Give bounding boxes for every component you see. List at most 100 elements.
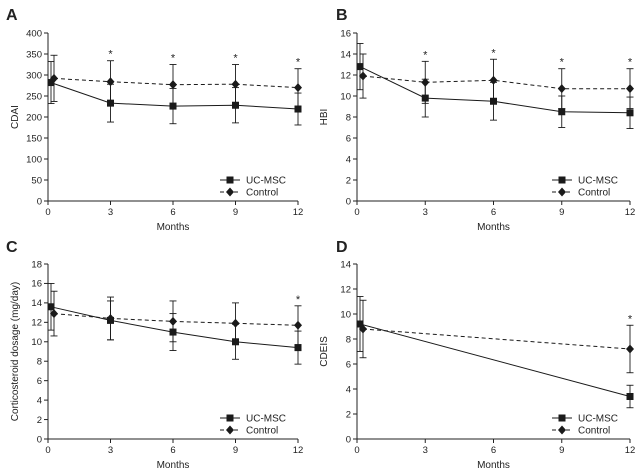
data-point-diamond: [169, 316, 177, 326]
legend-label: UC-MSC: [578, 414, 618, 425]
y-tick-label: 0: [37, 434, 42, 445]
y-tick-label: 0: [346, 196, 351, 207]
data-point-diamond: [359, 324, 367, 334]
data-point-diamond: [489, 75, 498, 85]
legend-label: UC-MSC: [246, 414, 286, 425]
panel-a: A 0 50 100 150 200 250 300 350 400 0 3 6 9 12 Months CDA…: [6, 7, 303, 233]
data-point-diamond: [359, 71, 367, 81]
significance-star: *: [628, 313, 633, 325]
legend-label: Control: [246, 188, 278, 199]
y-tick-label: 12: [340, 70, 351, 81]
data-point-square: [294, 344, 302, 352]
y-tick-label: 10: [340, 309, 351, 320]
series-line-control: [362, 328, 631, 350]
y-tick-label: 12: [31, 318, 42, 329]
y-tick-label: 300: [26, 70, 42, 81]
data-point-diamond: [626, 344, 634, 354]
y-tick-label: 2: [346, 409, 351, 420]
y-tick-label: 150: [26, 133, 42, 144]
panel-d: D 0 2 4 6 8 10 12 14 0 3 6 9 12 Months CDEIS * UC-MSCCont…: [319, 239, 635, 471]
x-axis-label: Months: [157, 460, 190, 471]
y-tick-label: 400: [26, 28, 42, 39]
y-tick-label: 12: [340, 284, 351, 295]
y-tick-label: 6: [346, 359, 351, 370]
legend-marker-diamond: [558, 187, 566, 197]
y-tick-label: 6: [37, 376, 42, 387]
y-tick-label: 8: [346, 334, 351, 345]
legend-marker-square: [558, 414, 566, 422]
x-tick-label: 9: [233, 445, 238, 456]
y-tick-label: 8: [346, 112, 351, 123]
y-tick-label: 10: [31, 337, 42, 348]
y-tick-label: 16: [31, 279, 42, 290]
data-point-diamond: [626, 84, 634, 94]
significance-star: *: [296, 57, 301, 69]
panel-letter: B: [336, 7, 348, 24]
x-tick-label: 0: [354, 445, 359, 456]
y-tick-label: 350: [26, 49, 42, 60]
y-axis-label: Corticosteroid dosage (mg/day): [10, 282, 21, 422]
x-axis-label: Months: [157, 222, 190, 233]
x-tick-label: 12: [625, 445, 636, 456]
x-tick-label: 3: [108, 445, 113, 456]
y-tick-label: 2: [37, 415, 42, 426]
data-point-diamond: [231, 79, 240, 89]
legend-marker-diamond: [226, 187, 234, 197]
legend-label: Control: [578, 426, 610, 437]
panel-b: B 0 2 4 6 8 10 12 14 16 0 3 6 9 12 Months HBI * * * * UC-MSCC…: [319, 7, 635, 233]
legend-label: Control: [578, 188, 610, 199]
x-tick-label: 3: [423, 445, 428, 456]
x-tick-label: 0: [354, 207, 359, 218]
data-point-diamond: [231, 318, 240, 328]
significance-star: *: [296, 294, 301, 306]
x-tick-label: 9: [559, 207, 564, 218]
data-point-diamond: [50, 73, 58, 83]
y-tick-label: 4: [346, 384, 351, 395]
legend-marker-square: [558, 176, 566, 184]
x-tick-label: 9: [559, 445, 564, 456]
data-point-square: [47, 79, 55, 87]
x-tick-label: 3: [423, 207, 428, 218]
data-point-diamond: [294, 320, 302, 330]
y-tick-label: 14: [31, 298, 42, 309]
panel-letter: D: [336, 239, 348, 256]
data-point-square: [558, 108, 566, 116]
data-point-square: [356, 320, 364, 328]
y-tick-label: 0: [37, 196, 42, 207]
data-point-square: [232, 101, 239, 109]
legend-marker-diamond: [558, 425, 566, 435]
series-line-control: [53, 77, 299, 89]
y-tick-label: 250: [26, 91, 42, 102]
series-line-uc-msc: [359, 66, 631, 114]
x-tick-label: 12: [293, 445, 304, 456]
data-point-square: [356, 63, 364, 71]
x-tick-label: 6: [491, 207, 496, 218]
x-axis-label: Months: [477, 222, 510, 233]
panel-letter: C: [6, 239, 18, 256]
legend-label: UC-MSC: [246, 176, 286, 187]
significance-star: *: [233, 53, 238, 65]
y-tick-label: 200: [26, 112, 42, 123]
significance-star: *: [171, 53, 176, 65]
x-axis-label: Months: [477, 460, 510, 471]
x-tick-label: 6: [170, 445, 175, 456]
y-axis-label: CDAI: [10, 105, 21, 129]
significance-star: *: [628, 57, 633, 69]
legend-label: UC-MSC: [578, 176, 618, 187]
significance-star: *: [560, 57, 565, 69]
data-point-square: [294, 105, 302, 113]
y-tick-label: 14: [340, 49, 351, 60]
y-tick-label: 0: [346, 434, 351, 445]
data-point-diamond: [421, 77, 430, 87]
y-tick-label: 50: [31, 175, 42, 186]
data-point-diamond: [294, 83, 302, 93]
data-point-square: [169, 102, 177, 110]
data-point-square: [626, 109, 634, 117]
y-axis-label: CDEIS: [319, 336, 330, 367]
data-point-diamond: [106, 313, 115, 323]
x-tick-label: 6: [170, 207, 175, 218]
data-point-square: [47, 303, 55, 311]
x-tick-label: 9: [233, 207, 238, 218]
x-tick-label: 3: [108, 207, 113, 218]
